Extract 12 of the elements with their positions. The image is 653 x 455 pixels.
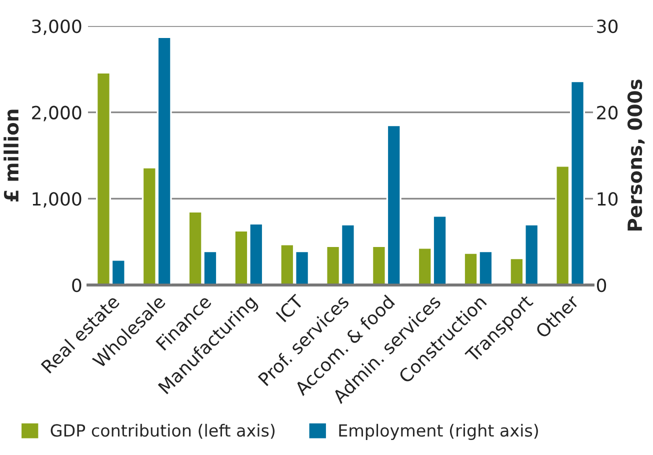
legend-label: GDP contribution (left axis) bbox=[50, 424, 275, 439]
y2-tick-label: 30 bbox=[597, 19, 618, 34]
y2-tick-label: 10 bbox=[598, 192, 618, 206]
y-axis-title: £ million bbox=[4, 110, 19, 202]
y2-tick-label: 0 bbox=[596, 278, 606, 292]
legend-label: Employment (right axis) bbox=[339, 424, 538, 440]
y2-axis-title: Persons, 000s bbox=[627, 80, 645, 231]
y2-tick-label: 20 bbox=[597, 106, 618, 120]
y-tick-label: 1,000 bbox=[32, 192, 82, 208]
y-tick-label: 3,000 bbox=[32, 19, 82, 35]
y-tick-label: 0 bbox=[72, 278, 82, 292]
y-tick-label: 2,000 bbox=[32, 106, 82, 122]
